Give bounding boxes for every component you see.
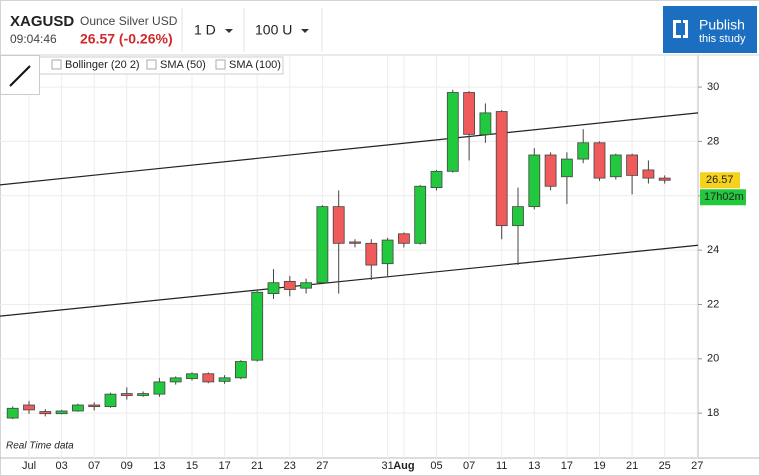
x-tick-label: 27: [316, 460, 328, 472]
y-tick-label: 28: [707, 135, 719, 147]
candle-body: [316, 206, 329, 284]
indicator-label: Bollinger (20 2): [65, 59, 140, 71]
indicator-label: SMA (100): [229, 59, 281, 71]
plot: 18202224262830Jul03070913151721232731Aug…: [0, 55, 746, 472]
candle-body: [626, 154, 638, 176]
description: Ounce Silver USD: [80, 14, 178, 28]
candle-body: [463, 92, 476, 135]
candle-body: [642, 169, 655, 179]
publish-button[interactable]: Publish this study: [663, 6, 757, 53]
candle-body: [414, 185, 427, 244]
candle-body: [512, 206, 524, 227]
caret: [301, 29, 309, 33]
candle-body: [234, 361, 247, 379]
publish-sublabel[interactable]: this study: [699, 33, 746, 45]
candle-body: [88, 404, 101, 408]
x-tick-label: 19: [593, 460, 605, 472]
x-tick-label: 09: [121, 460, 133, 472]
last-price-box: [700, 172, 740, 189]
countdown-box: [700, 189, 746, 206]
checkbox[interactable]: [51, 59, 62, 70]
candle-body: [577, 142, 590, 160]
range[interactable]: 100 U: [255, 22, 292, 38]
x-tick-label: 17: [561, 460, 573, 472]
y-tick-label: 22: [707, 298, 719, 310]
x-tick-label: 07: [463, 460, 475, 472]
pencil-icon: [9, 65, 31, 87]
x-tick-label: 07: [88, 460, 100, 472]
x-tick-label: 15: [186, 460, 198, 472]
candle-body: [446, 92, 459, 172]
trend-line: [0, 244, 699, 317]
interval-dropdown[interactable]: 1 D: [194, 22, 233, 38]
footnote: Real Time data: [6, 441, 74, 452]
publish-icon: [673, 20, 688, 38]
candle-body: [55, 410, 68, 415]
x-tick-label: 17: [218, 460, 230, 472]
x-tick-label: 31: [381, 460, 393, 472]
candle-body: [349, 241, 361, 244]
x-tick-label: 05: [430, 460, 442, 472]
last-price-label: 26.57: [706, 174, 734, 186]
candle-body: [202, 373, 215, 383]
countdown-label: 17h02m: [704, 191, 744, 203]
candle-body: [23, 404, 35, 411]
candle-body: [381, 239, 394, 265]
candle-body: [495, 111, 508, 227]
clock: 09:04:46: [10, 32, 57, 46]
y-tick-label: 20: [707, 353, 719, 365]
x-tick-label: 03: [55, 460, 67, 472]
candle-body: [39, 411, 52, 415]
candle-body: [169, 377, 182, 383]
candle-body: [593, 142, 606, 179]
candle-body: [365, 242, 378, 266]
checkbox[interactable]: [146, 59, 157, 70]
x-tick-label: 11: [496, 460, 507, 472]
candle-body: [6, 407, 19, 419]
caret: [225, 29, 233, 33]
x-tick-label: 25: [659, 460, 671, 472]
candle-body: [267, 282, 280, 294]
candle-body: [153, 381, 166, 395]
x-tick-label: 23: [284, 460, 296, 472]
publish-label[interactable]: Publish: [699, 17, 745, 33]
trend-line: [0, 112, 699, 186]
y-tick-label: 18: [707, 407, 719, 419]
candle-body: [120, 393, 133, 396]
candle-body: [528, 154, 541, 208]
range-dropdown[interactable]: 100 U: [255, 22, 309, 38]
x-tick-label: 13: [528, 460, 540, 472]
interval[interactable]: 1 D: [194, 22, 216, 38]
candle-body: [332, 206, 345, 244]
candle-body: [658, 177, 671, 181]
indicator-label: SMA (50): [160, 59, 206, 71]
x-tick-label: 27: [691, 460, 703, 472]
x-tick-label: 21: [251, 460, 263, 472]
publish-bg[interactable]: [663, 6, 757, 53]
candle-body: [218, 377, 231, 382]
candle-body: [251, 291, 264, 361]
candle-body: [104, 393, 117, 408]
candle-body: [283, 280, 296, 290]
candle-body: [479, 112, 492, 136]
x-tick-label: 21: [626, 460, 638, 472]
checkbox[interactable]: [215, 59, 226, 70]
y-tick-label: 24: [707, 244, 719, 256]
candle-body: [561, 158, 573, 178]
candle-body: [300, 282, 313, 289]
quote: 26.57 (-0.26%): [80, 31, 173, 47]
candle-body: [430, 170, 443, 189]
x-tick-label: 13: [153, 460, 165, 472]
candle-body: [72, 404, 84, 412]
symbol: XAGUSD: [10, 13, 74, 30]
y-tick-label: 30: [707, 81, 719, 93]
candle-body: [609, 154, 622, 178]
candle-body: [397, 233, 410, 244]
candle-body: [544, 154, 557, 187]
candle-body: [186, 373, 198, 380]
candle-body: [137, 393, 150, 396]
x-tick-label: Aug: [393, 460, 414, 472]
x-tick-label: Jul: [22, 460, 36, 472]
